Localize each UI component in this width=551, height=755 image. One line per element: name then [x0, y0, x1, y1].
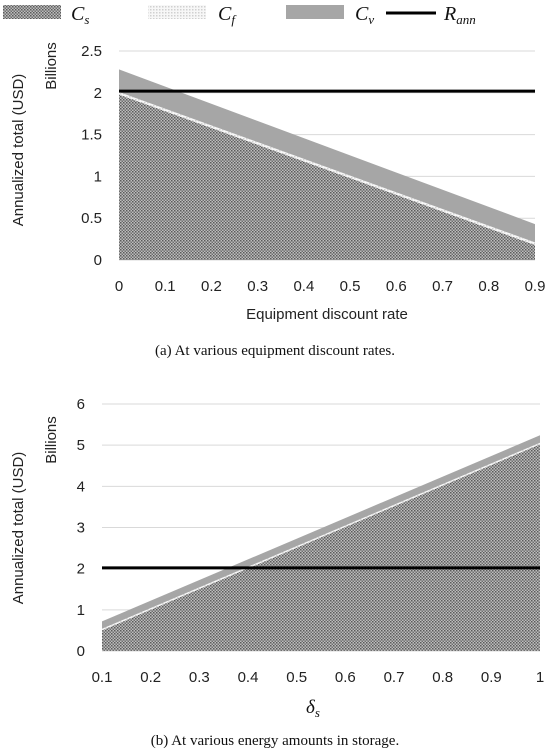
chart-b-ylabel: Annualized total (USD) — [10, 452, 27, 605]
y-tick-label: 1.5 — [81, 127, 102, 144]
legend-swatch-cv — [286, 5, 344, 19]
chart-b-area-cf — [102, 442, 540, 631]
legend-swatch-cs — [3, 5, 61, 19]
chart-b-caption: (b) At various energy amounts in storage… — [151, 733, 399, 749]
x-tick-label: 0.7 — [432, 278, 453, 295]
x-tick-label: 0.6 — [335, 669, 356, 686]
y-tick-label: 6 — [77, 396, 85, 413]
chart-a-caption: (a) At various equipment discount rates. — [155, 343, 395, 359]
legend-item-cf: Cf — [148, 3, 237, 27]
x-tick-label: 0.6 — [386, 278, 407, 295]
x-tick-label: 0.5 — [340, 278, 361, 295]
legend-swatch-cf — [148, 5, 206, 19]
y-tick-label: 2.5 — [81, 43, 102, 60]
chart-b-yunit: Billions — [43, 416, 60, 464]
chart-b-area-cs — [102, 444, 540, 651]
chart-a-areas — [119, 69, 535, 260]
legend: Cs Cf Cv Rann — [3, 3, 476, 27]
x-tick-label: 0.8 — [478, 278, 499, 295]
x-tick-label: 0.3 — [247, 278, 268, 295]
x-tick-label: 0.9 — [481, 669, 502, 686]
x-tick-label: 0.4 — [293, 278, 314, 295]
x-tick-label: 0.2 — [140, 669, 161, 686]
chart-a: Annualized total (USD) Billions 0 0.5 1 1.5… — [10, 42, 545, 359]
y-tick-label: 0.5 — [81, 210, 102, 227]
x-tick-label: 0.1 — [92, 669, 113, 686]
y-tick-label: 2 — [77, 561, 85, 578]
y-tick-label: 2 — [94, 85, 102, 102]
legend-label-cf: Cf — [218, 3, 237, 27]
legend-label-cs: Cs — [71, 3, 89, 27]
legend-item-cs: Cs — [3, 3, 89, 27]
chart-b: Annualized total (USD) Billions 0123456 … — [10, 396, 544, 749]
y-tick-label: 1 — [94, 168, 102, 185]
chart-a-area-cs — [119, 94, 535, 260]
chart-a-yunit: Billions — [43, 42, 60, 90]
legend-label-rann: Rann — [443, 3, 476, 27]
chart-a-yticks: 0 0.5 1 1.5 2 2.5 — [81, 43, 102, 269]
x-tick-label: 0.7 — [384, 669, 405, 686]
x-tick-label: 0.3 — [189, 669, 210, 686]
y-tick-label: 0 — [77, 643, 85, 660]
x-tick-label: 0.8 — [432, 669, 453, 686]
chart-b-areas — [102, 435, 540, 651]
chart-b-xticks: 0.1 0.2 0.3 0.4 0.5 0.6 0.7 0.8 0.9 1 — [92, 669, 545, 686]
y-tick-label: 1 — [77, 602, 85, 619]
y-tick-label: 4 — [77, 478, 85, 495]
legend-item-rann: Rann — [386, 3, 476, 27]
x-tick-label: 0.4 — [238, 669, 259, 686]
y-tick-label: 5 — [77, 437, 85, 454]
legend-label-cv: Cv — [355, 3, 374, 27]
chart-b-xlabel-sub: s — [315, 705, 320, 720]
chart-b-area-cv — [102, 435, 540, 629]
chart-b-yticks: 0 1 2 3 4 5 6 — [77, 396, 85, 660]
y-tick-label: 0 — [94, 252, 102, 269]
x-tick-label: 0.9 — [525, 278, 546, 295]
x-tick-label: 0.5 — [286, 669, 307, 686]
chart-a-area-cf — [119, 92, 535, 245]
x-tick-label: 0 — [115, 278, 123, 295]
chart-a-xlabel: Equipment discount rate — [246, 306, 408, 323]
chart-a-xticks: 0 0.1 0.2 0.3 0.4 0.5 0.6 0.7 0.8 0.9 — [115, 278, 546, 295]
x-tick-label: 0.2 — [201, 278, 222, 295]
y-tick-label: 3 — [77, 520, 85, 537]
chart-b-xlabel: δs — [306, 697, 320, 720]
x-tick-label: 1 — [536, 669, 544, 686]
legend-item-cv: Cv — [286, 3, 374, 27]
chart-a-ylabel: Annualized total (USD) — [10, 74, 27, 227]
x-tick-label: 0.1 — [155, 278, 176, 295]
chart-a-area-cv — [119, 69, 535, 243]
